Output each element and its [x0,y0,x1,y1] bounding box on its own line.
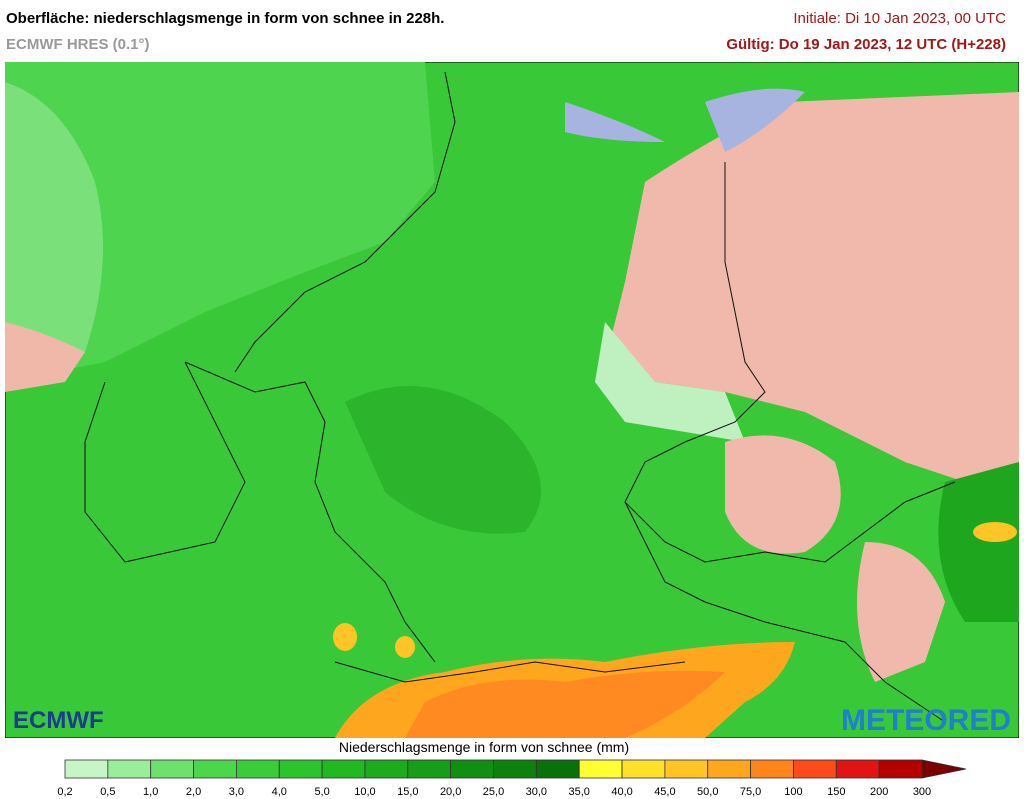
legend-label: 20,0 [440,786,461,798]
model: ECMWF HRES (0.1°) [6,36,150,53]
borders [84,71,956,723]
snowless-area [5,322,85,392]
logo-right: METEORED [841,704,1011,737]
legend-label: 35,0 [568,786,589,798]
legend-swatch [793,759,837,779]
legend-label: 4,0 [272,786,287,798]
legend-swatch [750,759,794,779]
legend-label: 300 [913,786,931,798]
legend-label: 25,0 [483,786,504,798]
legend-label: 100 [784,786,802,798]
legend-label: 40,0 [611,786,632,798]
alps [405,670,725,738]
legend-swatch [321,759,366,779]
title: Oberfläche: niederschlagsmenge in form v… [6,10,445,27]
legend-swatch [150,759,194,779]
legend-swatch [364,759,409,779]
legend-label: 15,0 [397,786,418,798]
legend-swatch [64,759,109,779]
legend: 0,2 0,5 1,0 2,0 3,0 4,0 5,0 10,0 15,0 20,0 25,0 30,… [57,759,967,798]
legend-swatch [835,759,880,779]
legend-swatch [107,759,152,779]
legend-swatch [578,759,623,779]
snow-spot [333,623,357,651]
legend-swatch [493,759,537,779]
legend-label: 200 [870,786,888,798]
legend-label: 2,0 [186,786,201,798]
legend-swatch [535,759,580,779]
legend-label: 50,0 [697,786,718,798]
legend-label: 3,0 [229,786,244,798]
legend-label: 0,2 [57,786,72,798]
legend-label: 1,0 [143,786,158,798]
dark-area [345,386,541,534]
water [705,88,805,152]
map: ECMWF METEORED [5,62,1019,738]
legend-label: 5,0 [314,786,329,798]
legend-swatch [407,759,452,779]
snow-spot [973,522,1017,542]
legend-label: 10,0 [354,786,375,798]
snowless-area [605,92,1019,522]
legend-label: 75,0 [740,786,761,798]
snowless-area [725,435,841,554]
legend-swatch [450,759,494,779]
light-area [595,322,745,442]
valid: Gültig: Do 19 Jan 2023, 12 UTC (H+228) [726,36,1006,53]
legend-swatch [278,759,323,779]
legend-title: Niederschlagsmenge in form von schnee (m… [338,739,630,755]
initial: Initiale: Di 10 Jan 2023, 00 UTC [793,10,1006,27]
legend-label: 45,0 [654,786,675,798]
legend-label: 0,5 [100,786,115,798]
legend-swatch [621,759,666,779]
legend-swatch [707,759,751,779]
dark-area [938,462,1019,622]
uk-area [5,82,103,382]
legend-label: 30,0 [526,786,547,798]
snow-spot [395,636,415,658]
sea-area [5,62,435,382]
legend-arrow [921,759,967,779]
legend-label: 150 [827,786,845,798]
legend-swatch [193,759,237,779]
legend-swatch [878,759,923,779]
snowless-area [857,542,945,682]
legend-swatch [664,759,709,779]
logo-left: ECMWF [13,707,104,734]
water [565,102,665,142]
legend-swatch [235,759,280,779]
